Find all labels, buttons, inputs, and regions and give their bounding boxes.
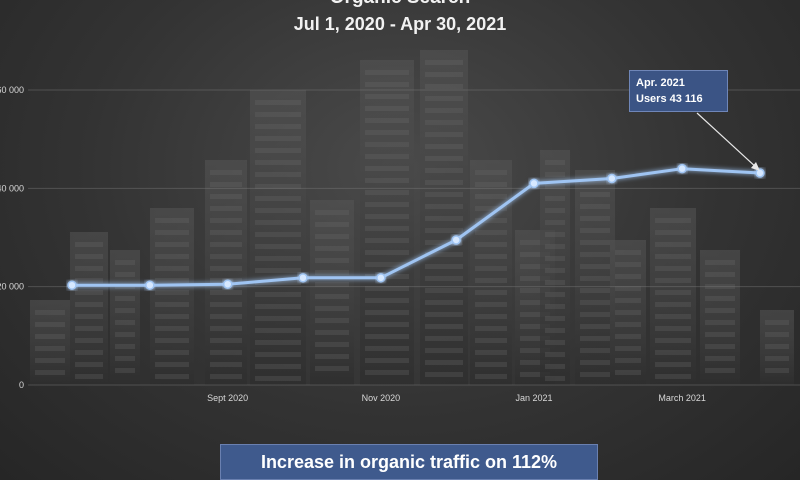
building-8 — [420, 50, 468, 385]
users-point — [451, 235, 461, 245]
y-tick-label: 20 000 — [0, 282, 24, 292]
x-axis-ticks: Sept 2020 Nov 2020 Jan 2021 March 2021 — [207, 393, 706, 403]
callout-arrow-head — [751, 162, 760, 172]
x-tick-label: Sept 2020 — [207, 393, 248, 403]
users-point — [145, 280, 155, 290]
callout-arrow-line — [696, 112, 758, 169]
building-0 — [30, 300, 70, 385]
callout-arrow — [696, 112, 760, 172]
y-tick-label: 60 000 — [0, 85, 24, 95]
building-3 — [150, 208, 194, 385]
building-4 — [205, 160, 247, 385]
users-point — [529, 178, 539, 189]
y-tick-label: 40 000 — [0, 183, 24, 193]
building-15 — [700, 250, 740, 385]
x-tick-label: March 2021 — [658, 393, 706, 403]
building-13 — [610, 240, 646, 385]
users-point — [376, 273, 386, 283]
callout-users: Users 43 116 — [636, 93, 703, 105]
x-tick-label: Jan 2021 — [515, 393, 552, 403]
chart-title: Organic Search — [0, 0, 800, 9]
apr-2021-callout: Apr. 2021 Users 43 116 — [629, 70, 728, 112]
users-point — [677, 163, 687, 174]
building-11 — [540, 150, 570, 385]
users-series — [67, 163, 765, 290]
callout-month: Apr. 2021 — [636, 77, 685, 89]
users-point — [298, 273, 308, 283]
building-12 — [575, 170, 615, 385]
building-2 — [110, 250, 140, 385]
city-skyline-background — [30, 50, 794, 385]
building-9 — [470, 160, 512, 385]
building-5 — [250, 90, 306, 385]
users-point — [755, 168, 765, 178]
building-6 — [310, 200, 354, 385]
users-point — [607, 173, 617, 184]
chart-date-range: Jul 1, 2020 - Apr 30, 2021 — [293, 14, 507, 34]
building-1 — [70, 232, 108, 385]
building-14 — [650, 208, 696, 385]
y-axis-ticks: 0 20 000 40 000 60 000 — [0, 85, 24, 390]
y-tick-label: 0 — [19, 380, 24, 390]
users-line — [72, 167, 761, 287]
users-point — [67, 280, 77, 290]
building-7 — [360, 60, 414, 385]
users-point — [222, 279, 233, 289]
traffic-increase-banner: Increase in organic traffic on 112% — [220, 444, 598, 480]
x-tick-label: Nov 2020 — [362, 393, 401, 403]
building-16 — [760, 310, 794, 385]
